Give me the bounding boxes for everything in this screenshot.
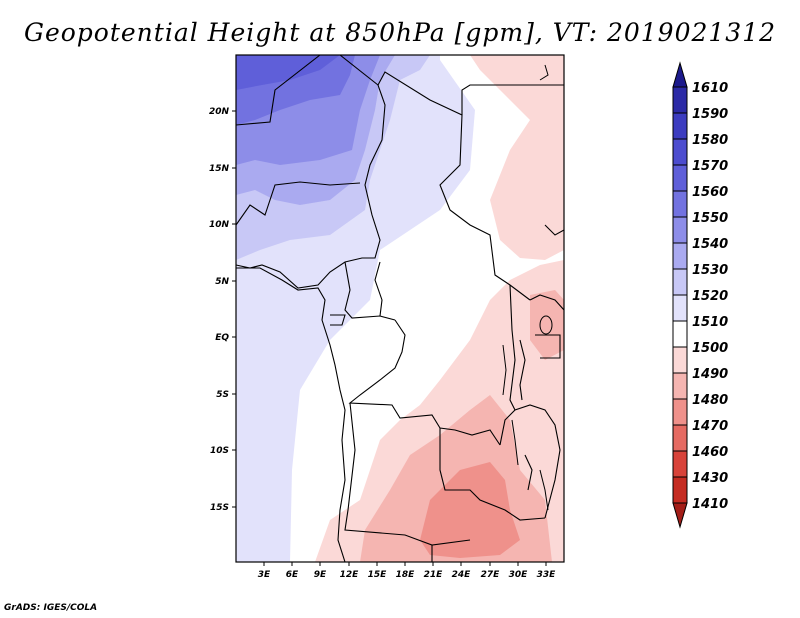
lat-label: 5S [216, 390, 229, 400]
colorbar-label: 1570 [692, 159, 728, 174]
lat-label: 10N [209, 220, 230, 230]
colorbar-segment [672, 112, 688, 140]
colorbar-label: 1520 [692, 289, 728, 304]
coastline [236, 267, 346, 562]
lat-label: EQ [215, 333, 229, 343]
colorbar-label: 1480 [692, 393, 728, 408]
height-1570-band [236, 55, 340, 90]
chart-title: Geopotential Height at 850hPa [gpm], VT:… [23, 18, 777, 47]
colorbar-segment [672, 242, 688, 270]
lat-label: 10S [210, 446, 229, 456]
lon-label: 12E [340, 570, 360, 580]
lat-label: 5N [215, 277, 229, 287]
lon-label: 6E [286, 570, 299, 580]
lat-label: 15S [210, 503, 229, 513]
lon-label: 3E [258, 570, 271, 580]
colorbar-label: 1470 [692, 419, 728, 434]
lon-label: 9E [314, 570, 327, 580]
colorbar-segment [672, 398, 688, 426]
lon-label: 27E [481, 570, 501, 580]
colorbar-segment [672, 372, 688, 400]
colorbar-segment [672, 268, 688, 296]
colorbar-label: 1410 [692, 497, 728, 512]
colorbar-bottom-triangle [672, 502, 688, 529]
colorbar-segment [672, 320, 688, 348]
height-1500-band-east [470, 55, 564, 260]
map-frame [235, 54, 565, 563]
colorbar-label: 1590 [692, 107, 728, 122]
colorbar-label: 1610 [692, 81, 728, 96]
lon-label: 24E [452, 570, 472, 580]
colorbar-segment [672, 294, 688, 322]
lat-label: 15N [209, 164, 230, 174]
lat-axis: 20N 15N 10N 5N EQ 5S 10S 15S [209, 107, 236, 513]
colorbar-label: 1500 [692, 341, 728, 356]
lon-label: 33E [537, 570, 557, 580]
lon-label: 21E [424, 570, 444, 580]
colorbar-segment [672, 346, 688, 374]
country-borders [236, 55, 564, 562]
lon-label: 30E [509, 570, 529, 580]
colorbar-label: 1550 [692, 211, 728, 226]
colorbar-segment [672, 164, 688, 192]
colorbar-label: 1560 [692, 185, 728, 200]
height-1480-band [420, 462, 520, 558]
lon-axis: 3E 6E 9E 12E 15E 18E 21E 24E 27E 30E 33E [258, 562, 556, 580]
colorbar-label: 1430 [692, 471, 728, 486]
colorbar-segment [672, 450, 688, 478]
colorbar-segment [672, 476, 688, 504]
colorbar-segment [672, 138, 688, 166]
colorbar-label: 1540 [692, 237, 728, 252]
colorbar-label: 1490 [692, 367, 728, 382]
colorbar-segment [672, 190, 688, 218]
map-field [236, 55, 564, 562]
colorbar-label: 1460 [692, 445, 728, 460]
colorbar-label: 1580 [692, 133, 728, 148]
lon-label: 18E [396, 570, 416, 580]
colorbar-label: 1510 [692, 315, 728, 330]
height-1480-band-east [530, 290, 564, 360]
colorbar-top-triangle [672, 61, 688, 88]
colorbar: 1610 1590 1580 1570 1560 1550 1540 1530 1520 1510… [672, 61, 728, 529]
colorbar-label: 1530 [692, 263, 728, 278]
colorbar-segment [672, 86, 688, 114]
colorbar-segment [672, 424, 688, 452]
lat-label: 20N [209, 107, 230, 117]
lakes [502, 64, 553, 511]
colorbar-segment [672, 216, 688, 244]
grads-credit: GrADS: IGES/COLA [4, 603, 98, 613]
lon-label: 15E [368, 570, 388, 580]
